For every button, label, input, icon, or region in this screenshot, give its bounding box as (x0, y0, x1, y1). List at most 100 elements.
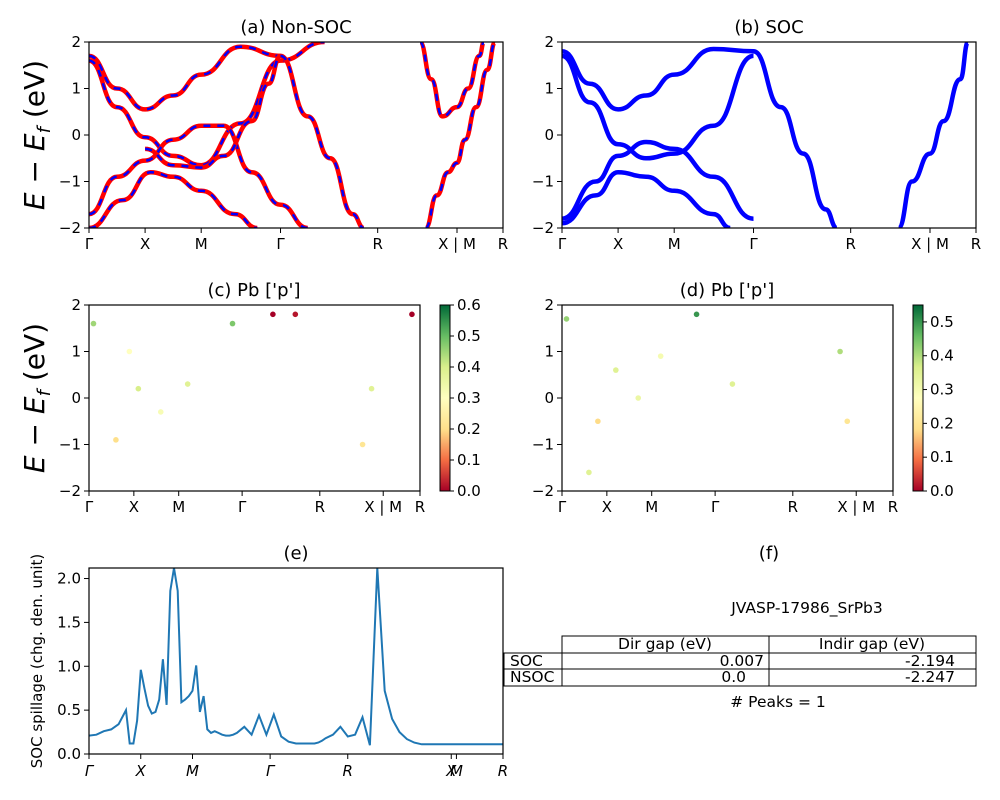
ytick-label: 0 (544, 389, 554, 407)
xtick-label: R (888, 498, 898, 516)
band-line-dashed (89, 124, 309, 228)
xtick-label: X | M (438, 235, 476, 253)
colorbar (439, 304, 451, 492)
ytick-label: −2 (532, 482, 554, 500)
panel-a-title: (a) Non-SOC (240, 17, 351, 38)
colorbar-tick-label: 0.6 (457, 296, 481, 314)
colorbar-tick-label: 0.4 (457, 358, 481, 376)
ytick-label: 0.5 (57, 701, 81, 719)
panel-c-colorbar: 0.0 0.1 0.2 0.3 0.4 0.5 0.6 (439, 296, 481, 500)
colorbar-tick-label: 0.3 (930, 381, 954, 399)
panel-e-frame (88, 567, 504, 755)
ytick-label: 1.5 (57, 613, 81, 631)
projection-point (359, 441, 366, 448)
xtick-label: Γ (85, 235, 94, 253)
panel-c-title: (c) Pb ['p'] (207, 280, 300, 301)
colorbar-tick-label: 0.0 (930, 482, 954, 500)
panel-d-points (563, 311, 851, 476)
projection-point (595, 418, 601, 425)
xtick-label: X | M (911, 235, 949, 253)
projection-point (135, 385, 142, 392)
band-line-dashed (424, 42, 497, 228)
panel-a-ticks: −2 −1 0 1 2 Γ X M Γ R X | M R (59, 33, 508, 253)
xtick-label: Γ (238, 498, 247, 516)
band-line-dashed (280, 54, 365, 228)
xtick-label: M (450, 762, 463, 780)
xtick-label: X | M (837, 498, 875, 516)
panel-e-ticks: 0.00.51.01.52.0Γ X M Γ R XM R (57, 570, 508, 780)
xtick-label: R (415, 498, 425, 516)
ytick-label: 0 (71, 126, 81, 144)
ytick-label: 2.0 (57, 570, 81, 588)
panel-a-bands (89, 42, 498, 228)
colorbar-tick-label: 0.0 (457, 482, 481, 500)
projection-point (657, 353, 664, 359)
ytick-label: 2 (71, 33, 81, 51)
band-line-dashed (89, 45, 281, 111)
xtick-label: X (602, 498, 612, 516)
band-line (89, 44, 281, 112)
panel-d-ticks: −2 −1 0 1 2 Γ X M Γ R X | M R (532, 296, 898, 516)
panel-b-frame (561, 41, 977, 229)
panel-c-frame (88, 304, 421, 492)
colorbar-tick-label: 0.5 (930, 313, 954, 331)
xtick-label: X (445, 762, 457, 780)
xtick-label: R (498, 762, 508, 780)
projection-point (729, 381, 736, 387)
spillage-line (89, 568, 503, 746)
ytick-label: 0 (71, 389, 81, 407)
table-header-dir: Dir gap (eV) (618, 635, 712, 653)
projection-point (563, 316, 570, 322)
ytick-label: −1 (59, 173, 81, 191)
panel-e: (e) SOC spillage (chg. den. unit) 0.0 0.5… (28, 543, 508, 780)
xtick-label: X (129, 498, 139, 516)
projection-point (837, 348, 843, 355)
panel-e-title: (e) (283, 543, 308, 564)
ytick-label: 1 (544, 343, 554, 361)
panel-c-ticks: −2 −1 0 1 2 Γ X M Γ R X | M R (59, 296, 425, 516)
xtick-label: Γ (749, 235, 758, 253)
projection-point (270, 311, 276, 318)
colorbar-tick-label: 0.1 (457, 451, 481, 469)
xtick-label: M (195, 235, 208, 253)
xtick-label: R (971, 235, 981, 253)
band-line-dashed (144, 54, 282, 169)
xtick-label: X | M (364, 498, 402, 516)
projection-point (613, 367, 619, 373)
band-line-dashed (89, 170, 258, 228)
projection-point (844, 418, 851, 425)
xtick-label: M (186, 762, 199, 780)
soc-dir-gap: 0.007 (720, 652, 764, 670)
panel-c-points (90, 311, 415, 448)
xtick-label: X (140, 235, 150, 253)
table-header-indir: Indir gap (eV) (819, 635, 925, 653)
ytick-label: 1 (71, 343, 81, 361)
projection-point (90, 320, 97, 327)
projection-point (693, 311, 700, 318)
panel-d-colorbar: 0.0 0.1 0.2 0.3 0.4 0.5 (912, 304, 954, 500)
ytick-label: 1 (544, 80, 554, 98)
ytick-label: −1 (532, 173, 554, 191)
row-label-nsoc: NSOC (510, 668, 554, 686)
band-line (423, 42, 498, 228)
table-row-nsoc-indir (768, 668, 977, 687)
projection-point (368, 385, 375, 392)
material-id: JVASP-17986_SrPb3 (730, 599, 883, 618)
xtick-label: X (613, 235, 623, 253)
row-label-soc: SOC (510, 652, 543, 670)
ytick-label: −2 (59, 482, 81, 500)
xtick-label: R (845, 235, 855, 253)
xtick-label: R (788, 498, 798, 516)
panel-f: (f) JVASP-17986_SrPb3 Dir gap (eV) Indir… (503, 543, 977, 711)
bands-ylabel-top: E − Ef (eV) (18, 60, 55, 210)
ytick-label: 0.0 (57, 745, 81, 763)
band-line (562, 169, 731, 228)
projection-point (635, 395, 642, 401)
bands-ylabel-mid: E − Ef (eV) (18, 323, 55, 473)
xtick-label: M (172, 498, 185, 516)
projection-point (292, 311, 299, 318)
band-line (417, 42, 487, 119)
ytick-label: −2 (532, 219, 554, 237)
